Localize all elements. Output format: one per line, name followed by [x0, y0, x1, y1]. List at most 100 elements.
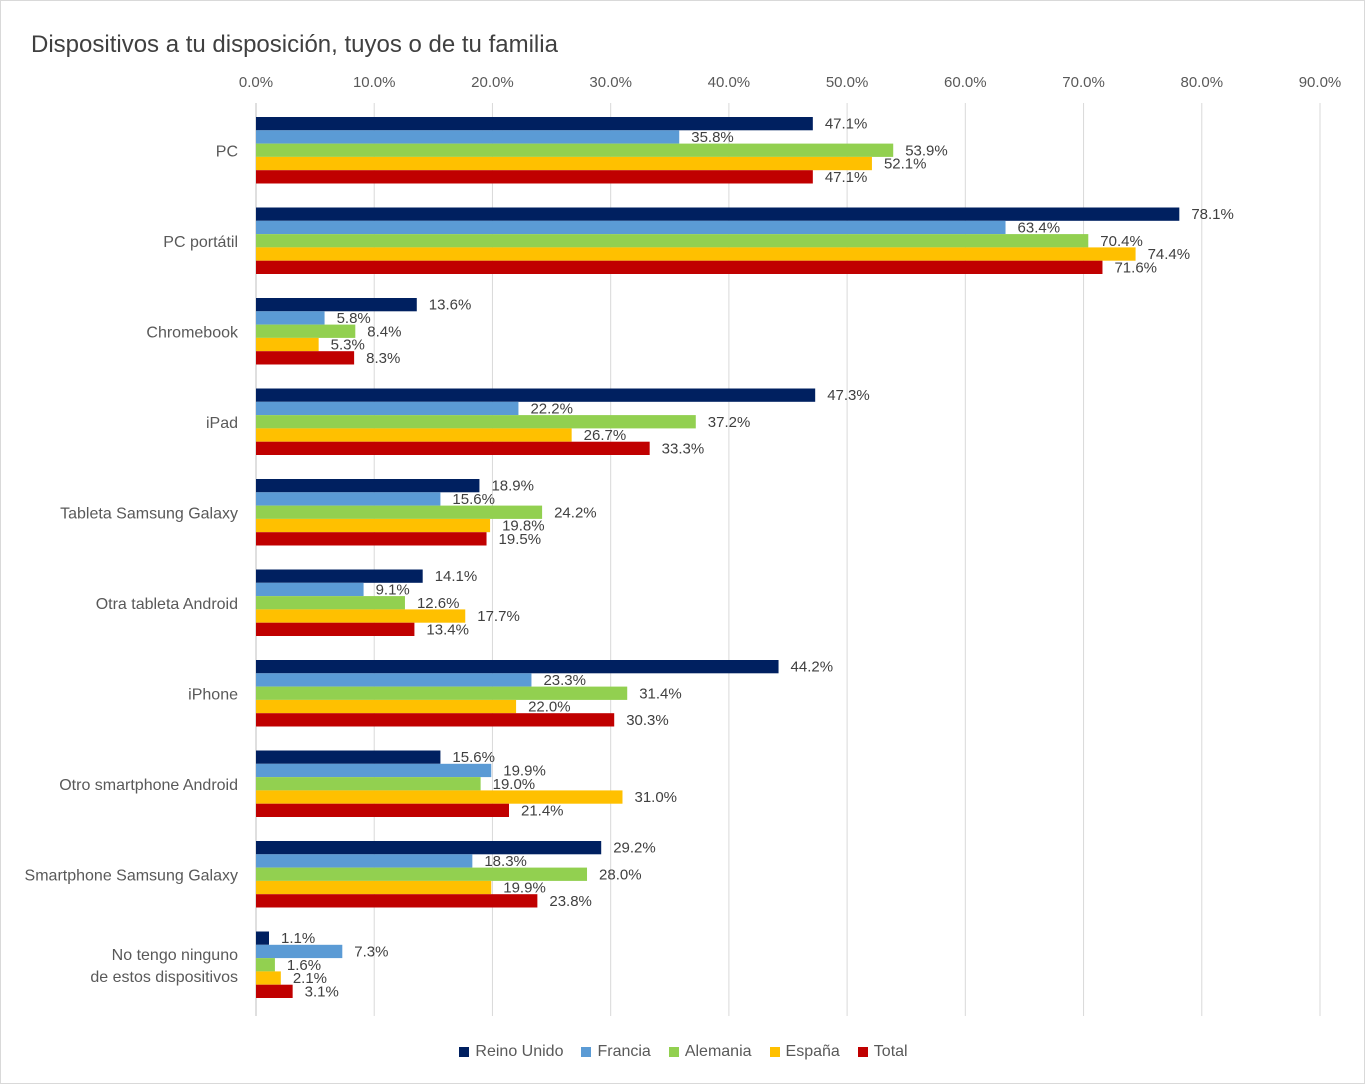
bar-total [256, 441, 650, 455]
data-label: 19.0% [493, 776, 536, 793]
bar-reino-unido [256, 931, 270, 945]
category-label: PC [216, 143, 238, 160]
data-label: 8.4% [367, 323, 401, 340]
bar-francia [256, 582, 364, 597]
bar-espana [256, 880, 492, 895]
legend-item: Reino Unido [459, 1043, 563, 1061]
data-label: 18.9% [491, 478, 534, 495]
legend-label: Francia [597, 1043, 651, 1060]
data-label: 33.3% [662, 440, 705, 457]
bar-reino-unido [256, 207, 1180, 221]
data-label: 23.8% [549, 893, 592, 910]
x-tick-label: 20.0% [471, 74, 514, 91]
legend-item: España [769, 1043, 840, 1061]
legend-label: Alemania [684, 1043, 752, 1060]
data-label: 19.9% [503, 880, 546, 897]
bar-francia [256, 401, 519, 416]
legend-swatch [769, 1047, 780, 1057]
legend-swatch [581, 1047, 592, 1057]
data-label: 30.3% [626, 712, 669, 729]
data-label: 7.3% [354, 943, 388, 960]
bar-reino-unido [256, 841, 602, 855]
bar-francia [256, 311, 325, 325]
bar-total [256, 170, 813, 184]
data-label: 52.1% [884, 156, 927, 173]
bar-total [256, 622, 415, 636]
data-label: 74.4% [1148, 246, 1191, 263]
bar-espana [256, 790, 623, 804]
bar-reino-unido [256, 117, 813, 131]
legend: Reino Unido Francia Alemania España Total [1, 1043, 1365, 1061]
data-label: 12.6% [417, 595, 460, 612]
x-tick-label: 30.0% [589, 74, 632, 91]
legend-swatch [668, 1047, 679, 1057]
data-label: 23.3% [543, 672, 586, 689]
category-label: No tengo ninguno [112, 947, 238, 964]
x-tick-label: 80.0% [1181, 74, 1224, 91]
legend-label: España [785, 1043, 840, 1060]
chart-title: Dispositivos a tu disposición, tuyos o d… [31, 31, 558, 58]
data-label: 28.0% [599, 866, 642, 883]
data-label: 2.1% [293, 970, 327, 987]
data-label: 19.9% [503, 762, 546, 779]
data-label: 18.3% [484, 853, 527, 870]
category-label: iPhone [188, 686, 238, 703]
bar-reino-unido [256, 479, 480, 493]
x-tick-label: 60.0% [944, 74, 987, 91]
x-tick-label: 10.0% [353, 74, 396, 91]
x-tick-label: 0.0% [239, 74, 273, 91]
data-label: 26.7% [584, 427, 627, 444]
data-label: 44.2% [791, 659, 834, 676]
bar-francia [256, 854, 473, 868]
legend-item: Alemania [668, 1043, 752, 1061]
category-label: Tableta Samsung Galaxy [60, 505, 238, 522]
bar-alemania [256, 596, 405, 610]
bar-francia [256, 673, 532, 687]
data-label: 53.9% [905, 142, 948, 159]
data-label: 35.8% [691, 129, 734, 146]
data-label: 17.7% [477, 608, 520, 625]
data-label: 78.1% [1191, 206, 1234, 223]
category-label: PC portátil [163, 234, 238, 251]
x-tick-label: 50.0% [826, 74, 869, 91]
data-label: 8.3% [366, 350, 400, 367]
data-label: 31.4% [639, 685, 682, 702]
bar-alemania [256, 958, 275, 972]
category-label: Smartphone Samsung Galaxy [25, 867, 238, 884]
legend-swatch [459, 1047, 470, 1057]
category-label: iPad [206, 415, 238, 432]
legend-item: Francia [581, 1043, 651, 1061]
category-label: de estos dispositivos [90, 969, 238, 986]
bar-francia [256, 763, 492, 778]
bar-total [256, 894, 538, 908]
legend-label: Total [873, 1043, 908, 1060]
data-label: 31.0% [634, 789, 677, 806]
bar-alemania [256, 234, 1089, 248]
data-label: 71.6% [1114, 259, 1157, 276]
bar-alemania [256, 777, 481, 791]
bar-reino-unido [256, 750, 441, 764]
bar-total [256, 713, 615, 727]
category-label: Otro smartphone Android [59, 777, 238, 794]
bar-reino-unido [256, 298, 417, 312]
data-label: 13.6% [429, 297, 472, 314]
data-label: 9.1% [376, 581, 410, 598]
data-label: 29.2% [613, 840, 656, 857]
data-label: 15.6% [452, 491, 495, 508]
legend-label: Reino Unido [475, 1043, 564, 1060]
legend-item: Total [857, 1043, 908, 1061]
data-label: 15.6% [452, 749, 495, 766]
bar-espana [256, 156, 872, 171]
bar-espana [256, 428, 572, 442]
bar-total [256, 260, 1103, 274]
x-tick-label: 40.0% [708, 74, 751, 91]
bar-total [256, 984, 293, 998]
bar-reino-unido [256, 569, 423, 583]
bar-espana [256, 609, 466, 623]
bar-reino-unido [256, 388, 816, 402]
bar-espana [256, 247, 1136, 261]
bar-alemania [256, 505, 543, 519]
data-label: 22.2% [530, 400, 573, 417]
x-tick-label: 90.0% [1299, 74, 1342, 91]
